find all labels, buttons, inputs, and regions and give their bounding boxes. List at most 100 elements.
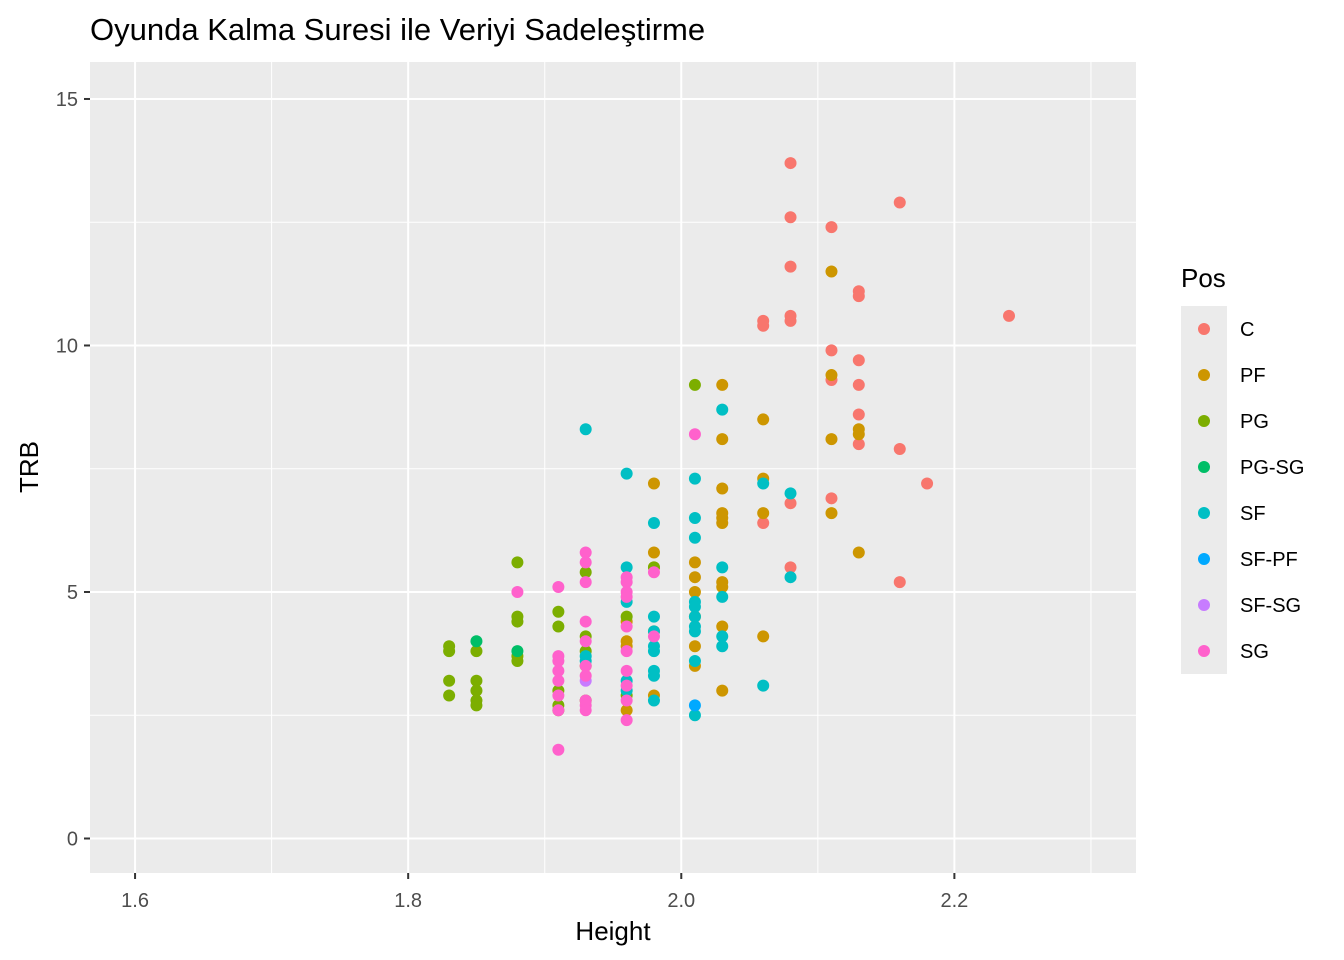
y-tick-label: 5 (67, 582, 78, 604)
data-point-pf (716, 433, 729, 446)
data-point-sg (620, 590, 633, 603)
data-point-pf (647, 477, 660, 490)
data-point-pf (716, 378, 729, 391)
data-point-sf (647, 694, 660, 707)
data-point-pg-sg (511, 645, 524, 658)
data-point-sf (757, 679, 770, 692)
data-point-sf (647, 645, 660, 658)
data-point-sf (579, 423, 592, 436)
data-point-pg (443, 674, 456, 687)
x-tick-label: 2.2 (940, 890, 968, 912)
data-point-pg (620, 610, 633, 623)
data-point-pf (716, 620, 729, 633)
data-point-c (825, 344, 838, 357)
data-point-c (852, 290, 865, 303)
data-point-pg (443, 645, 456, 658)
legend-label: SF-SG (1240, 595, 1301, 617)
data-point-sf (647, 669, 660, 682)
x-tick-label: 1.6 (121, 890, 149, 912)
data-point-sf-pf (688, 699, 701, 712)
data-point-sg (647, 630, 660, 643)
data-point-c (893, 576, 906, 589)
data-point-c (852, 438, 865, 451)
data-point-pg (511, 655, 524, 668)
data-point-pg (579, 566, 592, 579)
data-point-pg (470, 699, 483, 712)
data-point-sg (552, 664, 565, 677)
data-point-sg (647, 566, 660, 579)
data-point-sg (620, 664, 633, 677)
data-point-sf (716, 640, 729, 653)
data-point-sg (688, 428, 701, 441)
data-point-c (921, 477, 934, 490)
legend-label: PF (1240, 365, 1266, 387)
data-point-sf (688, 655, 701, 668)
data-point-c (784, 561, 797, 574)
data-point-sg (579, 635, 592, 648)
data-point-c (784, 260, 797, 273)
x-tick-label: 1.8 (394, 890, 422, 912)
data-point-pg (443, 689, 456, 702)
data-point-pf (757, 507, 770, 520)
data-point-pf (757, 630, 770, 643)
data-point-sf (784, 571, 797, 584)
data-point-pf (825, 369, 838, 382)
data-point-sg (552, 655, 565, 668)
x-axis-title: Height (575, 916, 651, 946)
data-point-sg (552, 674, 565, 687)
data-point-pg (470, 684, 483, 697)
legend-key-pf (1198, 369, 1210, 381)
data-point-pg (470, 645, 483, 658)
legend-key-sf-sg (1198, 599, 1210, 611)
legend-key-background (1181, 306, 1227, 674)
data-point-pg (552, 620, 565, 633)
data-point-pf (825, 265, 838, 278)
y-tick-label: 15 (56, 89, 78, 111)
data-point-c (893, 443, 906, 456)
data-point-c (852, 408, 865, 421)
legend-key-pg-sg (1198, 461, 1210, 473)
data-point-pf (825, 433, 838, 446)
data-point-sg (620, 576, 633, 589)
data-point-sg (552, 689, 565, 702)
data-point-c (825, 221, 838, 234)
data-point-sg (620, 620, 633, 633)
major-gridlines (90, 62, 1136, 873)
data-point-sg (579, 546, 592, 559)
data-point-pf (825, 507, 838, 520)
data-point-sf (688, 531, 701, 544)
data-point-c (784, 211, 797, 224)
legend-key-c (1198, 323, 1210, 335)
data-point-sg (579, 704, 592, 717)
legend-key-sf (1198, 507, 1210, 519)
data-point-pf (716, 482, 729, 495)
data-point-c (893, 196, 906, 209)
legend-title: Pos (1181, 263, 1226, 293)
data-point-sf (757, 477, 770, 490)
legend-label: SF (1240, 503, 1266, 525)
data-point-pf (852, 428, 865, 441)
data-point-sf (688, 625, 701, 638)
y-axis: 0 5 10 15 (56, 89, 90, 850)
data-point-sg (511, 585, 524, 598)
data-point-sg (620, 694, 633, 707)
data-point-c (784, 157, 797, 170)
data-point-pf (852, 546, 865, 559)
data-point-pf (688, 640, 701, 653)
legend-label: SF-PF (1240, 549, 1298, 571)
data-point-pf (620, 704, 633, 717)
data-point-pf (716, 684, 729, 697)
data-point-pg (552, 605, 565, 618)
data-point-c (757, 516, 770, 529)
legend-label: C (1240, 319, 1254, 341)
data-point-sf (688, 512, 701, 525)
data-point-pf (647, 546, 660, 559)
legend-label: PG (1240, 411, 1269, 433)
data-point-sg (552, 743, 565, 756)
y-tick-label: 10 (56, 335, 78, 357)
data-point-pg (511, 615, 524, 628)
chart-title: Oyunda Kalma Suresi ile Veriyi Sadeleşti… (90, 12, 705, 47)
x-axis: 1.6 1.8 2.0 2.2 (121, 873, 968, 912)
data-point-sf (716, 590, 729, 603)
